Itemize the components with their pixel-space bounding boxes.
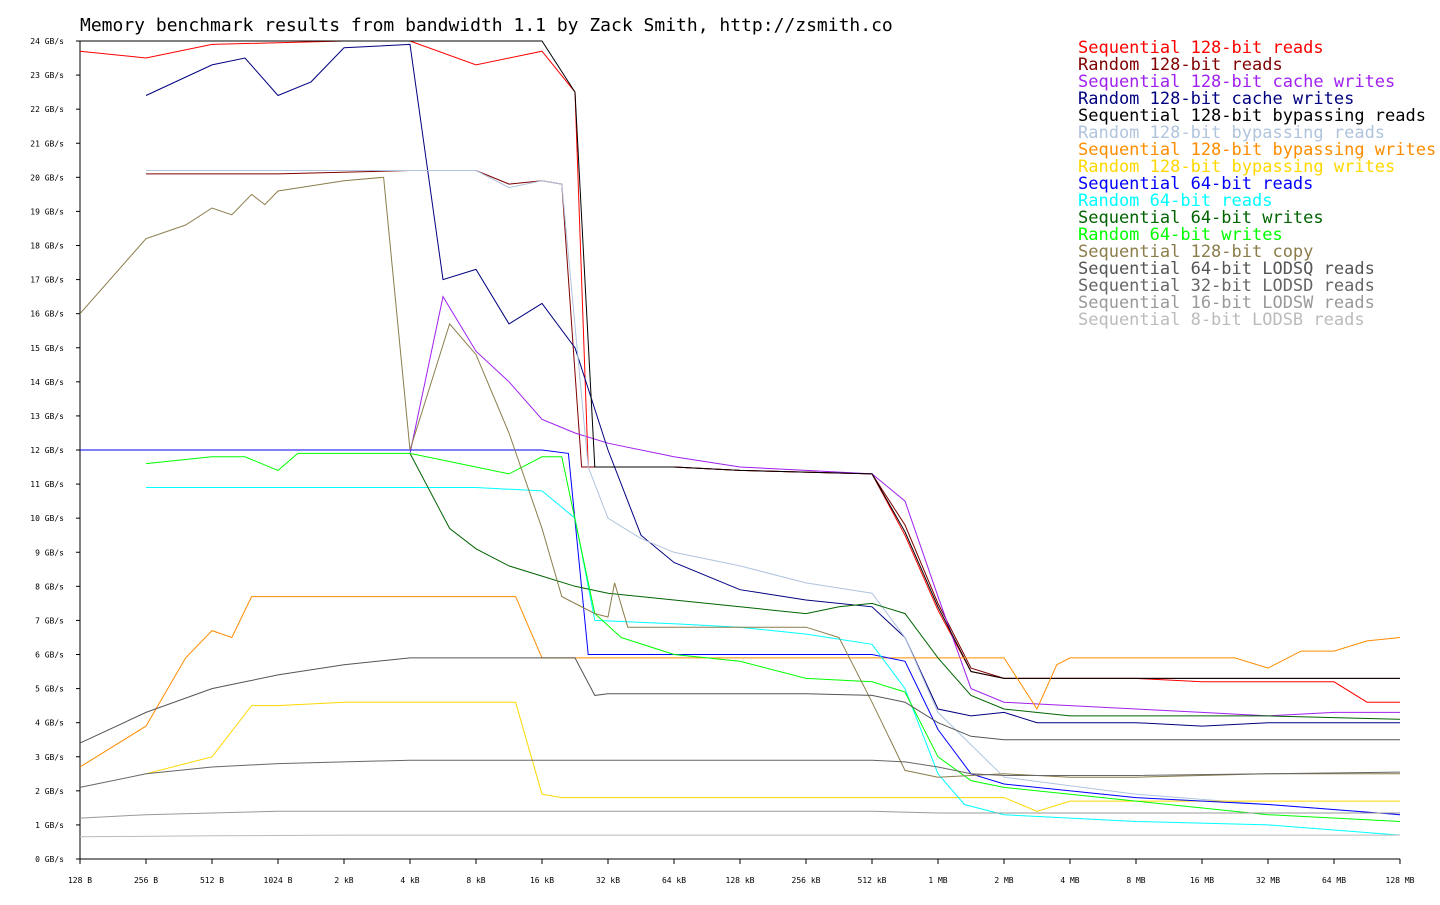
x-tick-label: 32 kB (596, 876, 620, 885)
legend-entry-14: Sequential 64-bit LODSQ reads (1078, 259, 1375, 279)
series-line-8 (145, 701, 1400, 812)
y-tick-label: 4 GB/s (35, 719, 64, 728)
series-line-17 (79, 834, 1400, 838)
y-tick-label: 20 GB/s (30, 173, 64, 182)
x-tick-label: 16 MB (1190, 876, 1214, 885)
y-tick-label: 16 GB/s (30, 310, 64, 319)
series-line-14 (79, 657, 1400, 744)
y-tick-label: 7 GB/s (35, 616, 64, 625)
legend-entry-8: Random 128-bit bypassing writes (1078, 157, 1395, 177)
chart-title: Memory benchmark results from bandwidth … (80, 15, 893, 36)
legend-entry-16: Sequential 16-bit LODSW reads (1078, 293, 1375, 313)
x-tick-label: 1024 B (264, 876, 293, 885)
legend-entry-7: Sequential 128-bit bypassing writes (1078, 140, 1436, 160)
x-tick-label: 64 MB (1322, 876, 1346, 885)
y-tick-label: 18 GB/s (30, 242, 64, 251)
y-tick-label: 17 GB/s (30, 276, 64, 285)
y-tick-label: 1 GB/s (35, 821, 64, 830)
x-tick-label: 2 kB (334, 876, 353, 885)
y-tick-label: 6 GB/s (35, 651, 64, 660)
legend-entry-13: Sequential 128-bit copy (1078, 242, 1313, 262)
legend-entry-3: Sequential 128-bit cache writes (1078, 72, 1395, 92)
series-line-3 (409, 295, 1400, 717)
x-tick-label: 2 MB (994, 876, 1013, 885)
x-tick-label: 32 MB (1256, 876, 1280, 885)
series-line-7 (79, 596, 1401, 768)
legend-entry-12: Random 64-bit writes (1078, 225, 1283, 245)
series-line-16 (79, 810, 1400, 819)
x-tick-label: 128 MB (1386, 876, 1415, 885)
legend-entry-10: Random 64-bit reads (1078, 191, 1272, 211)
y-tick-label: 24 GB/s (30, 37, 64, 46)
x-tick-label: 256 B (134, 876, 158, 885)
legend-entry-1: Sequential 128-bit reads (1078, 38, 1324, 58)
legend-entry-2: Random 128-bit reads (1078, 55, 1283, 75)
x-tick-label: 8 MB (1126, 876, 1145, 885)
y-tick-label: 23 GB/s (30, 71, 64, 80)
y-tick-label: 12 GB/s (30, 446, 64, 455)
x-tick-label: 64 kB (662, 876, 686, 885)
series-line-15 (79, 759, 1401, 788)
x-tick-label: 512 B (200, 876, 224, 885)
y-tick-label: 22 GB/s (30, 105, 64, 114)
y-tick-label: 5 GB/s (35, 685, 64, 694)
x-tick-label: 4 kB (400, 876, 419, 885)
y-tick-label: 21 GB/s (30, 139, 64, 148)
series-line-13 (79, 176, 1400, 778)
x-tick-label: 16 kB (530, 876, 554, 885)
y-tick-label: 10 GB/s (30, 514, 64, 523)
y-tick-label: 14 GB/s (30, 378, 64, 387)
x-tick-label: 256 kB (792, 876, 821, 885)
y-tick-label: 0 GB/s (35, 855, 64, 864)
y-tick-label: 15 GB/s (30, 344, 64, 353)
legend-entry-11: Sequential 64-bit writes (1078, 208, 1324, 228)
x-tick-label: 512 kB (858, 876, 887, 885)
series-line-10 (146, 487, 1401, 836)
x-tick-label: 1 MB (928, 876, 947, 885)
x-tick-label: 8 kB (466, 876, 485, 885)
legend-entry-15: Sequential 32-bit LODSD reads (1078, 276, 1375, 296)
series-line-6 (146, 170, 1401, 816)
y-tick-label: 19 GB/s (30, 207, 64, 216)
y-tick-label: 9 GB/s (35, 548, 64, 557)
y-tick-label: 13 GB/s (30, 412, 64, 421)
series-line-12 (145, 452, 1401, 822)
y-tick-label: 8 GB/s (35, 582, 64, 591)
series-line-11 (409, 453, 1401, 720)
series-line-5 (80, 40, 1400, 679)
x-tick-label: 4 MB (1060, 876, 1079, 885)
legend-entry-6: Random 128-bit bypassing reads (1078, 123, 1385, 143)
y-tick-label: 2 GB/s (35, 787, 64, 796)
legend-entry-17: Sequential 8-bit LODSB reads (1078, 310, 1365, 330)
y-tick-label: 11 GB/s (30, 480, 64, 489)
legend-entry-5: Sequential 128-bit bypassing reads (1078, 106, 1426, 126)
x-tick-label: 128 kB (726, 876, 755, 885)
y-tick-label: 3 GB/s (35, 753, 64, 762)
x-tick-label: 128 B (68, 876, 92, 885)
legend-entry-9: Sequential 64-bit reads (1078, 174, 1313, 194)
legend-entry-4: Random 128-bit cache writes (1078, 89, 1354, 109)
series-line-4 (145, 43, 1400, 727)
